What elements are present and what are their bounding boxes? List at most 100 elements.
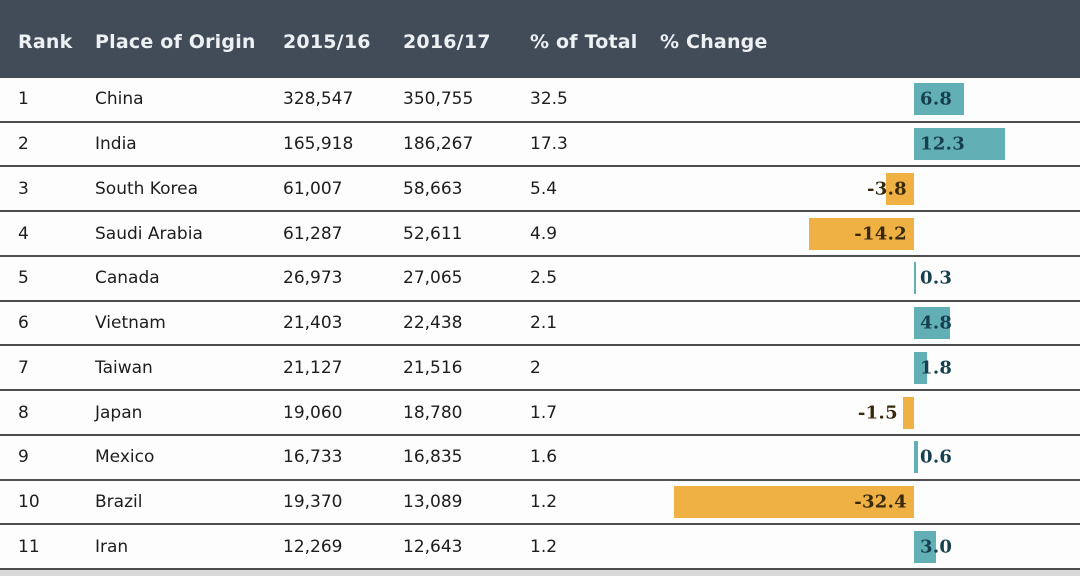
- pct-total-cell: 2.5: [530, 268, 558, 289]
- year-2016-17-cell: 22,438: [403, 313, 463, 334]
- pct-change-bar: [914, 128, 1006, 161]
- column-header-2015-16: 2015/16: [283, 31, 371, 53]
- year-2015-16-cell: 165,918: [283, 134, 354, 155]
- pct-change-cell: 3.0: [660, 525, 1080, 568]
- table-body: 1 China 328,547 350,755 32.5 6.8 2 India…: [0, 78, 1080, 571]
- year-2015-16-cell: 328,547: [283, 89, 354, 110]
- pct-total-cell: 2: [530, 357, 541, 378]
- year-2015-16-cell: 21,127: [283, 357, 343, 378]
- pct-change-bar: [902, 396, 914, 429]
- table-row: 3 South Korea 61,007 58,663 5.4 -3.8: [0, 167, 1080, 213]
- table-row: 4 Saudi Arabia 61,287 52,611 4.9 -14.2: [0, 212, 1080, 257]
- place-cell: South Korea: [95, 178, 199, 199]
- year-2016-17-cell: 21,516: [403, 357, 463, 378]
- table-row: 9 Mexico 16,733 16,835 1.6 0.6: [0, 435, 1080, 481]
- year-2015-16-cell: 16,733: [283, 447, 343, 468]
- place-cell: Saudi Arabia: [95, 223, 203, 244]
- pct-change-bar: [914, 441, 919, 474]
- pct-change-cell: -3.8: [660, 167, 1080, 210]
- rank-cell: 7: [18, 357, 29, 378]
- table-row: 10 Brazil 19,370 13,089 1.2 -32.4: [0, 480, 1080, 526]
- pct-total-cell: 1.2: [530, 491, 558, 512]
- year-2015-16-cell: 19,370: [283, 491, 343, 512]
- year-2015-16-cell: 21,403: [283, 313, 343, 334]
- pct-change-bar: [808, 217, 914, 250]
- place-cell: Vietnam: [95, 313, 166, 334]
- year-2015-16-cell: 61,287: [283, 223, 343, 244]
- year-2016-17-cell: 58,663: [403, 178, 463, 199]
- pct-total-cell: 32.5: [530, 89, 568, 110]
- table-row: 2 India 165,918 186,267 17.3 12.3: [0, 122, 1080, 168]
- pct-change-cell: 0.3: [660, 257, 1080, 300]
- place-cell: Taiwan: [95, 357, 153, 378]
- pct-change-label: 0.6: [920, 446, 953, 468]
- pct-change-bar: [674, 485, 914, 518]
- place-cell: Iran: [95, 536, 129, 557]
- rank-cell: 11: [18, 536, 40, 557]
- rank-cell: 6: [18, 313, 29, 334]
- pct-change-cell: 1.8: [660, 346, 1080, 389]
- year-2016-17-cell: 13,089: [403, 491, 463, 512]
- pct-total-cell: 17.3: [530, 134, 568, 155]
- year-2016-17-cell: 350,755: [403, 89, 474, 110]
- year-2015-16-cell: 19,060: [283, 402, 343, 423]
- pct-total-cell: 4.9: [530, 223, 558, 244]
- pct-change-label: 12.3: [920, 133, 966, 155]
- rank-cell: 3: [18, 178, 29, 199]
- year-2015-16-cell: 26,973: [283, 268, 343, 289]
- rank-cell: 10: [18, 491, 40, 512]
- pct-change-bar: [914, 530, 937, 563]
- pct-change-label: -14.2: [854, 223, 907, 245]
- column-header-rank: Rank: [18, 31, 73, 53]
- table-row: 7 Taiwan 21,127 21,516 2 1.8: [0, 346, 1080, 392]
- pct-change-label: 3.0: [920, 536, 953, 558]
- place-cell: Canada: [95, 268, 160, 289]
- pct-change-label: -1.5: [857, 402, 898, 423]
- pct-total-cell: 2.1: [530, 313, 558, 334]
- pct-change-bar: [914, 351, 928, 384]
- table-row: 8 Japan 19,060 18,780 1.7 -1.5: [0, 391, 1080, 436]
- pct-change-cell: 4.8: [660, 302, 1080, 345]
- rank-cell: 4: [18, 223, 29, 244]
- column-header-pct-change: % Change: [660, 31, 768, 53]
- place-cell: Mexico: [95, 447, 155, 468]
- rank-cell: 5: [18, 268, 29, 289]
- pct-total-cell: 5.4: [530, 178, 558, 199]
- pct-total-cell: 1.7: [530, 402, 558, 423]
- pct-change-cell: 6.8: [660, 78, 1080, 121]
- pct-change-bar: [885, 172, 914, 205]
- pct-change-label: -3.8: [867, 178, 907, 200]
- pct-change-cell: -1.5: [660, 391, 1080, 434]
- pct-change-bar: [914, 83, 965, 116]
- rank-cell: 2: [18, 134, 29, 155]
- pct-total-cell: 1.2: [530, 536, 558, 557]
- year-2015-16-cell: 12,269: [283, 536, 343, 557]
- pct-change-cell: -14.2: [660, 212, 1080, 255]
- year-2016-17-cell: 16,835: [403, 447, 463, 468]
- pct-change-label: 1.8: [920, 357, 953, 379]
- table-row: 1 China 328,547 350,755 32.5 6.8: [0, 78, 1080, 123]
- rank-cell: 9: [18, 447, 29, 468]
- rank-cell: 1: [18, 89, 29, 110]
- pct-change-bar: [914, 262, 917, 295]
- pct-change-label: 6.8: [920, 88, 953, 110]
- pct-change-cell: 0.6: [660, 436, 1080, 479]
- table-row: 6 Vietnam 21,403 22,438 2.1 4.8: [0, 301, 1080, 347]
- table-row: 5 Canada 26,973 27,065 2.5 0.3: [0, 256, 1080, 302]
- column-header-pct-total: % of Total: [530, 31, 638, 53]
- column-header-2016-17: 2016/17: [403, 31, 491, 53]
- column-header-place: Place of Origin: [95, 31, 256, 53]
- year-2016-17-cell: 18,780: [403, 402, 463, 423]
- table-row: 11 Iran 12,269 12,643 1.2 3.0: [0, 525, 1080, 571]
- pct-change-cell: -32.4: [660, 481, 1080, 524]
- pct-change-cell: 12.3: [660, 123, 1080, 166]
- year-2016-17-cell: 27,065: [403, 268, 463, 289]
- place-cell: India: [95, 134, 137, 155]
- pct-change-label: 4.8: [920, 312, 953, 334]
- rank-cell: 8: [18, 402, 29, 423]
- year-2016-17-cell: 12,643: [403, 536, 463, 557]
- year-2016-17-cell: 186,267: [403, 134, 474, 155]
- place-cell: China: [95, 89, 144, 110]
- place-cell: Japan: [95, 402, 143, 423]
